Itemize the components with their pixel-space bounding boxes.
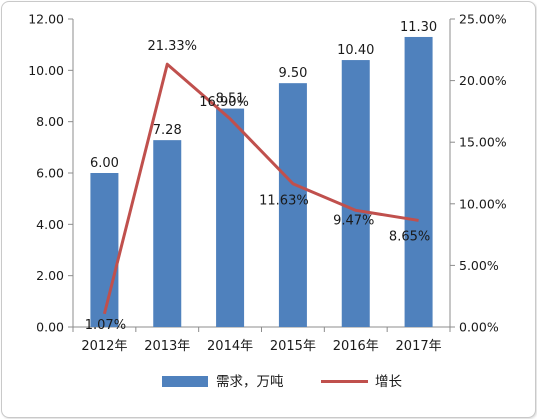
x-tick-label: 2012年 [81,339,127,354]
right-tick-label: 25.00% [459,12,507,27]
bar-data-label: 10.40 [337,43,374,58]
legend-swatch-demand [162,376,208,387]
bar-demand [216,108,245,328]
line-growth [102,62,419,315]
bar-demand [341,60,370,328]
chart-axes: 0.00 2.00 4.00 6.00 8.00 10.00 12.00 0.00% 5.00%… [28,12,507,355]
right-tick-label: 20.00% [459,73,507,88]
x-tick-label: 2014年 [207,339,253,354]
line-series [102,62,419,315]
left-tick-label: 2.00 [36,268,64,283]
left-tick-label: 4.00 [36,217,64,232]
x-tick-label: 2015年 [270,339,316,354]
legend-label-growth: 增长 [375,374,402,390]
legend: 需求，万吨 增长 [162,374,402,390]
bar-demand [153,140,182,327]
bar-demand [278,83,307,328]
left-tick-label: 10.00 [28,63,64,78]
left-tick-label: 8.00 [36,114,64,129]
bar-demand [404,36,433,327]
line-data-label: 11.63% [259,194,309,209]
bar-data-label: 8.51 [216,92,245,107]
line-data-label: 9.47% [333,213,374,228]
line-data-label: 1.07% [85,318,126,333]
line-data-label: 16.90% [199,95,249,110]
right-tick-label: 0.00% [459,320,499,335]
bar-data-label: 6.00 [90,156,119,171]
left-tick-label: 0.00 [36,320,64,335]
bar-data-label: 11.30 [400,20,437,35]
right-tick-label: 10.00% [459,196,507,211]
left-tick-label: 12.00 [28,12,64,27]
right-tick-label: 15.00% [459,135,507,150]
line-data-label: 8.65% [389,229,430,244]
bar-data-label: 9.50 [278,66,307,81]
x-tick-label: 2013年 [144,339,190,354]
right-tick-label: 5.00% [459,258,499,273]
data-labels: 6.00 7.28 8.51 9.50 10.40 11.30 1.07% 21.33% 16.… [85,20,437,333]
line-data-label: 21.33% [147,39,197,54]
left-tick-label: 6.00 [36,166,64,181]
x-tick-label: 2017年 [396,339,442,354]
legend-label-demand: 需求，万吨 [216,374,284,390]
bar-series [90,36,433,328]
bar-demand [90,173,119,327]
bar-data-label: 7.28 [153,123,182,138]
x-tick-label: 2016年 [333,339,379,354]
